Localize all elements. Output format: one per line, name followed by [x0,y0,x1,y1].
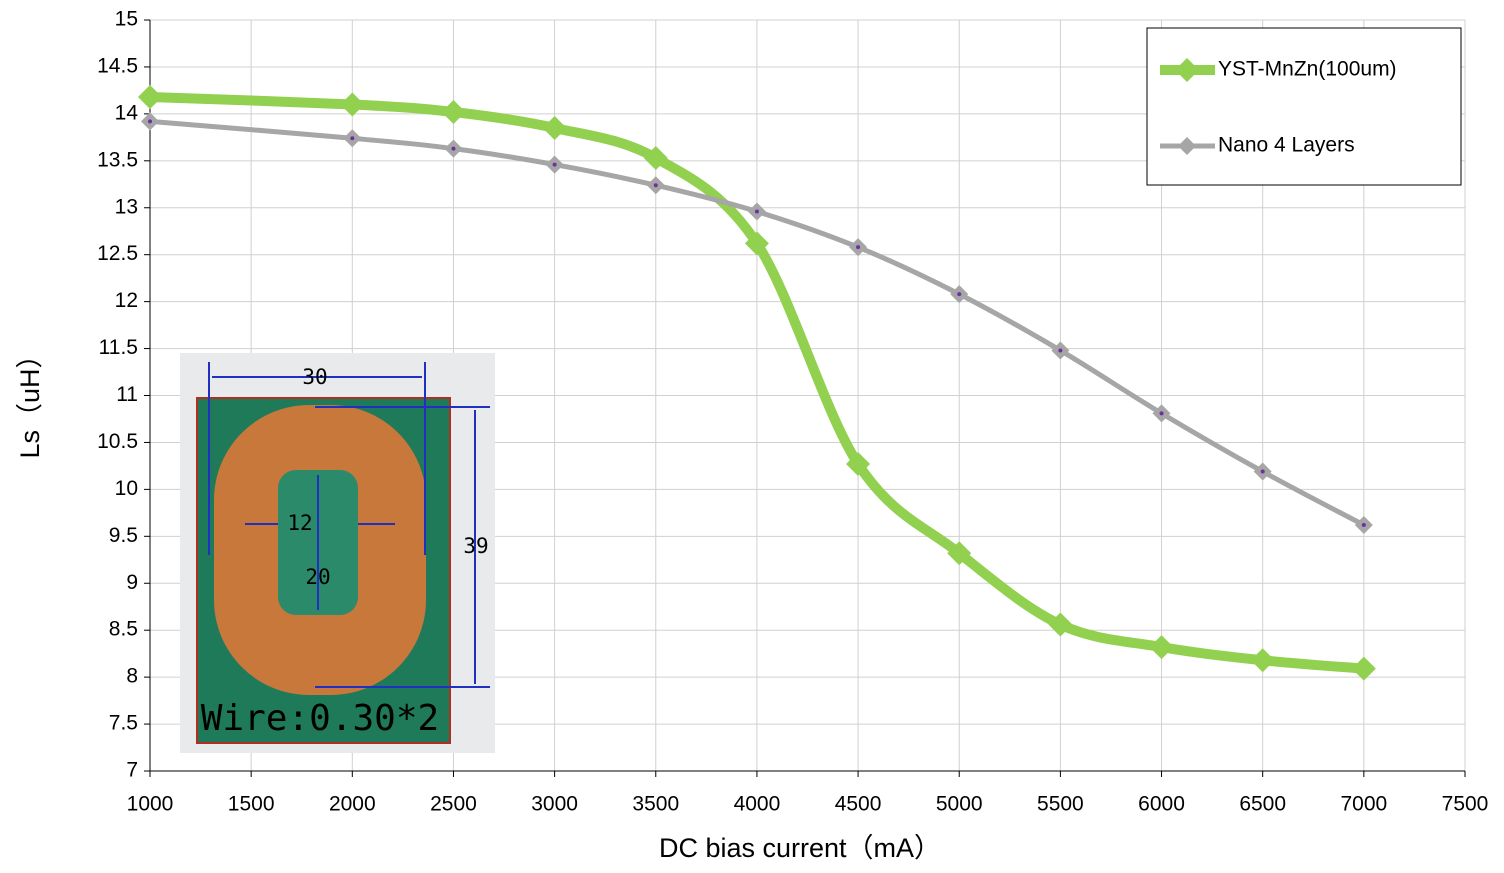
y-tick-label: 10.5 [97,430,138,453]
y-tick-label: 9 [126,571,138,594]
marker-dot [754,209,759,214]
marker [542,115,567,140]
inset-label: 30 [302,365,327,389]
marker [340,92,365,117]
marker-dot [1260,469,1265,474]
y-axis-title: Ls（uH） [15,341,45,458]
x-tick-label: 3000 [531,793,578,816]
y-tick-label: 7.5 [109,712,138,735]
marker [643,145,668,170]
inset-label: Wire:0.30*2 [201,698,439,739]
x-tick-label: 2500 [430,793,477,816]
marker-dot [552,162,557,167]
marker-dot [451,146,456,151]
legend-marker [1175,58,1199,82]
x-axis-title: DC bias current（mA） [659,833,941,863]
y-tick-label: 8 [126,665,138,688]
marker-dot [856,245,861,250]
marker-dot [350,136,355,141]
inset-label: 12 [287,511,312,535]
inset-label: 20 [305,565,330,589]
inset-photo: 30 12 20 39 Wire:0.30*2 [180,353,495,753]
x-tick-label: 3500 [632,793,679,816]
legend-box [1146,27,1462,186]
x-tick-label: 7000 [1340,793,1387,816]
marker-dot [653,183,658,188]
y-tick-label: 7 [126,759,138,782]
legend-marker [1178,137,1196,155]
x-tick-label: 6000 [1138,793,1185,816]
marker [846,452,871,477]
x-tick-label: 5000 [936,793,983,816]
x-tick-label: 1500 [228,793,275,816]
x-tick-label: 4500 [835,793,882,816]
marker-dot [1058,348,1063,353]
marker [1250,648,1275,673]
marker [1048,612,1073,637]
x-tick-label: 2000 [329,793,376,816]
y-tick-label: 14.5 [97,54,138,77]
marker [441,99,466,124]
y-tick-label: 9.5 [109,524,138,547]
marker-dot [957,292,962,297]
y-tick-label: 10 [115,477,138,500]
y-tick-label: 11.5 [99,336,138,359]
legend-label: YST-MnZn(100um) [1218,58,1397,81]
marker [947,541,972,566]
legend-label: Nano 4 Layers [1218,134,1355,157]
x-tick-label: 7500 [1442,793,1489,816]
marker-dot [1159,411,1164,416]
x-tick-label: 1000 [127,793,174,816]
inset-label: 39 [463,534,488,558]
y-tick-label: 13 [115,195,138,218]
marker [138,84,162,109]
y-tick-label: 12.5 [97,242,138,265]
y-tick-label: 13.5 [97,148,138,171]
x-tick-label: 6500 [1239,793,1286,816]
y-tick-label: 11 [116,383,138,406]
x-tick-label: 5500 [1037,793,1084,816]
y-tick-label: 15 [115,8,138,31]
y-tick-label: 8.5 [109,618,138,641]
marker [1351,656,1376,681]
x-tick-label: 4000 [734,793,781,816]
marker [744,231,769,256]
marker [1149,635,1174,660]
y-tick-label: 14 [115,101,139,124]
y-tick-label: 12 [115,289,138,312]
marker-dot [148,119,152,124]
marker-dot [1361,523,1366,528]
